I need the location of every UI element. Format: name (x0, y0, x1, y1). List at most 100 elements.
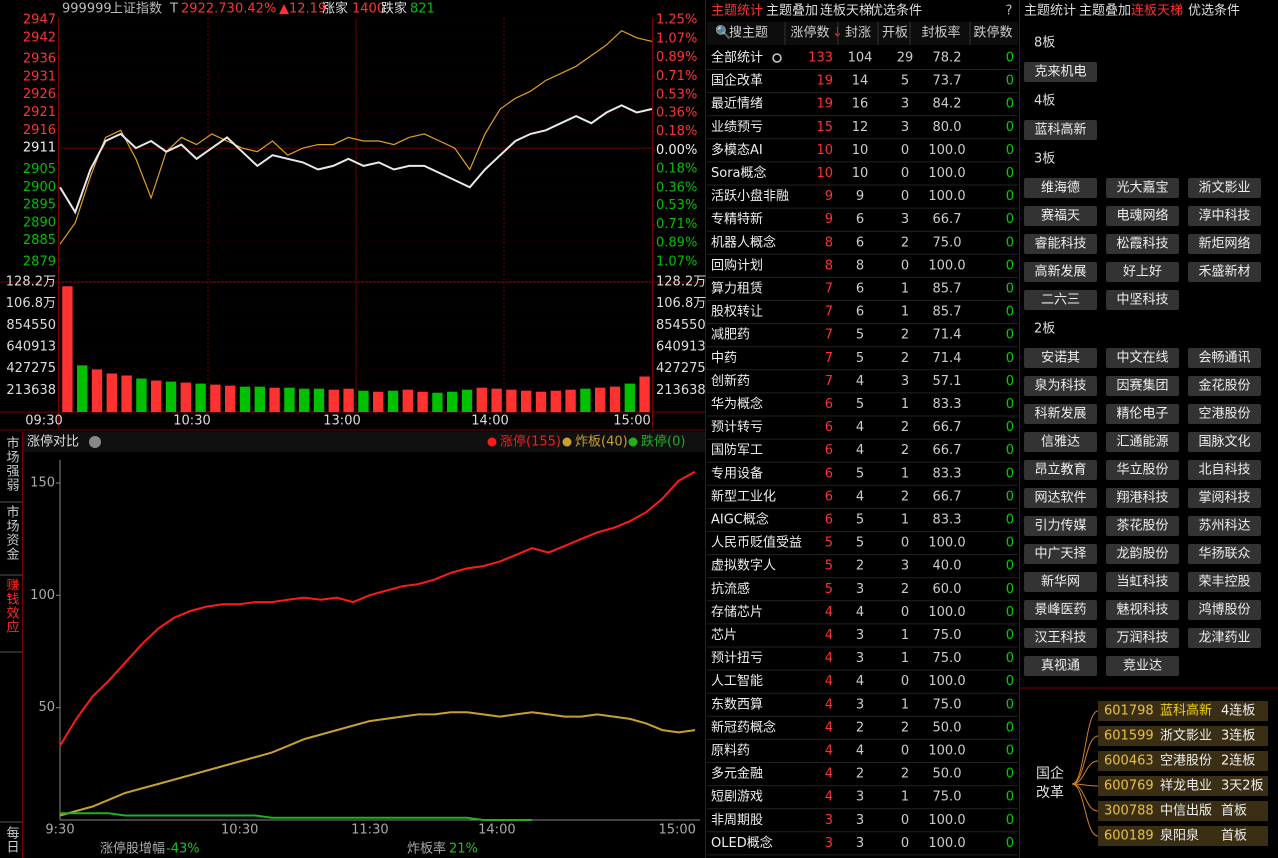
stock-button[interactable] (1106, 544, 1179, 564)
theme-name[interactable]: 创新药 (711, 373, 750, 389)
theme-name[interactable]: 东数西算 (711, 697, 763, 712)
stock-button[interactable] (1188, 628, 1261, 648)
stock-name[interactable]: 新华网 (1041, 574, 1080, 590)
stock-name[interactable]: 空港股份 (1198, 407, 1250, 422)
theme-name[interactable]: 非周期股 (711, 813, 763, 828)
stock-name[interactable]: 科新发展 (1034, 406, 1086, 422)
stock-name[interactable]: 苏州科达 (1198, 518, 1250, 534)
detail-row[interactable] (1098, 826, 1268, 846)
stock-name[interactable]: 安诺其 (1041, 351, 1080, 366)
detail-row[interactable] (1098, 776, 1268, 796)
detail-row[interactable] (1098, 751, 1268, 771)
stock-button[interactable] (1106, 432, 1179, 452)
stock-button[interactable] (1024, 656, 1097, 676)
stock-name[interactable]: 翔港科技 (1116, 491, 1168, 506)
stock-name[interactable]: 禾盛新材 (1198, 264, 1250, 280)
stock-button[interactable] (1106, 488, 1179, 508)
stock-name[interactable]: 竞业达 (1123, 658, 1162, 674)
tab[interactable]: 连板天梯 (820, 3, 872, 19)
stock-name[interactable]: 引力传媒 (1034, 519, 1086, 534)
stock-button[interactable] (1106, 262, 1179, 282)
theme-name[interactable]: AIGC概念 (711, 512, 769, 528)
stock-name[interactable]: 鸿博股份 (1198, 602, 1250, 618)
stock-button[interactable] (1188, 206, 1261, 226)
search[interactable]: 搜主题 (729, 26, 768, 41)
stock-button[interactable] (1024, 234, 1097, 254)
stock-button[interactable] (1024, 460, 1097, 480)
theme-name[interactable]: 预计转亏 (711, 420, 763, 435)
stock-button[interactable] (1106, 516, 1179, 536)
stock-name[interactable]: 网达软件 (1034, 491, 1086, 506)
theme-name[interactable]: 国企改革 (711, 73, 763, 89)
stock-button[interactable] (1106, 404, 1179, 424)
stock-button[interactable] (1188, 544, 1261, 564)
stock-name[interactable]: 汉王科技 (1034, 631, 1086, 646)
stock-button[interactable] (1024, 432, 1097, 452)
theme-name[interactable]: 减肥药 (711, 328, 750, 343)
stock-name[interactable]: 睿能科技 (1034, 237, 1086, 252)
stock-button[interactable] (1106, 656, 1179, 676)
stock-name[interactable]: 北自科技 (1198, 463, 1250, 478)
stock-button[interactable] (1106, 348, 1179, 368)
theme-name[interactable]: 专用设备 (711, 465, 763, 481)
stock-button[interactable] (1106, 628, 1179, 648)
theme-name[interactable]: 虚拟数字人 (711, 559, 776, 574)
stock-button[interactable] (1024, 376, 1097, 396)
stock-name[interactable]: 中坚科技 (1116, 293, 1168, 308)
theme-name[interactable]: 短剧游戏 (711, 790, 763, 805)
stock-name[interactable]: 茶花股份 (1116, 518, 1168, 534)
stock-button[interactable] (1024, 178, 1097, 198)
theme-name[interactable]: 算力租赁 (711, 282, 763, 297)
stock-name[interactable]: 高新发展 (1034, 264, 1086, 280)
stock-button[interactable] (1188, 262, 1261, 282)
stock-name[interactable]: 龙津药业 (1198, 631, 1250, 646)
stock-button[interactable] (1024, 516, 1097, 536)
theme-name[interactable]: 国防军工 (711, 442, 763, 458)
stock-button[interactable] (1024, 348, 1097, 368)
stock-button[interactable] (1188, 376, 1261, 396)
stock-name[interactable]: 昂立教育 (1034, 462, 1086, 478)
theme-name[interactable]: 专精特新 (711, 211, 763, 227)
stock-button[interactable] (1024, 290, 1097, 310)
theme-name[interactable]: 多模态AI (711, 142, 763, 158)
tab[interactable]: 主题统计 (711, 4, 763, 19)
tab[interactable]: 优选条件 (870, 3, 922, 19)
theme-name[interactable]: 存储芯片 (711, 605, 763, 620)
column-header[interactable]: 跌停数 (973, 25, 1012, 41)
theme-name[interactable]: 业绩预亏 (711, 120, 763, 135)
stock-name[interactable]: 赛福天 (1041, 208, 1080, 224)
stock-name[interactable]: 松霞科技 (1116, 237, 1168, 252)
theme-name[interactable]: 多元金融 (711, 766, 763, 782)
stock-button[interactable] (1188, 516, 1261, 536)
tab[interactable]: 连板天梯 (1131, 3, 1183, 19)
stock-name[interactable]: 淳中科技 (1198, 208, 1250, 224)
stock-button[interactable] (1188, 432, 1261, 452)
stock-name[interactable]: 新炬网络 (1198, 236, 1250, 252)
theme-name[interactable]: 全部统计 (711, 50, 763, 66)
stock-name[interactable]: 精伦电子 (1116, 407, 1168, 422)
theme-name[interactable]: 新冠药概念 (711, 719, 776, 735)
stock-name[interactable]: 二六三 (1041, 293, 1080, 308)
stock-button[interactable] (1188, 404, 1261, 424)
stock-button[interactable] (1188, 234, 1261, 254)
theme-name[interactable]: 机器人概念 (711, 234, 776, 250)
stock-button[interactable] (1106, 376, 1179, 396)
stock-button[interactable] (1106, 234, 1179, 254)
stock-name[interactable]: 华立股份 (1116, 463, 1168, 478)
stock-name[interactable]: 华扬联众 (1198, 547, 1250, 562)
stock-name[interactable]: 浙文影业 (1198, 181, 1250, 196)
theme-name[interactable]: 新型工业化 (711, 488, 776, 504)
stock-button[interactable] (1024, 62, 1097, 82)
theme-name[interactable]: 原料药 (711, 744, 750, 759)
stock-button[interactable] (1024, 488, 1097, 508)
stock-name[interactable]: 荣丰控股 (1198, 575, 1250, 590)
stock-button[interactable] (1106, 206, 1179, 226)
stock-button[interactable] (1188, 488, 1261, 508)
detail-row[interactable] (1098, 726, 1268, 746)
stock-name[interactable]: 泉为科技 (1034, 378, 1086, 394)
theme-name[interactable]: 芯片 (711, 628, 737, 643)
theme-name[interactable]: 活跃小盘非融 (711, 188, 789, 204)
stock-name[interactable]: 掌阅科技 (1198, 491, 1250, 506)
stock-name[interactable]: 汇通能源 (1116, 435, 1168, 450)
stock-button[interactable] (1188, 178, 1261, 198)
